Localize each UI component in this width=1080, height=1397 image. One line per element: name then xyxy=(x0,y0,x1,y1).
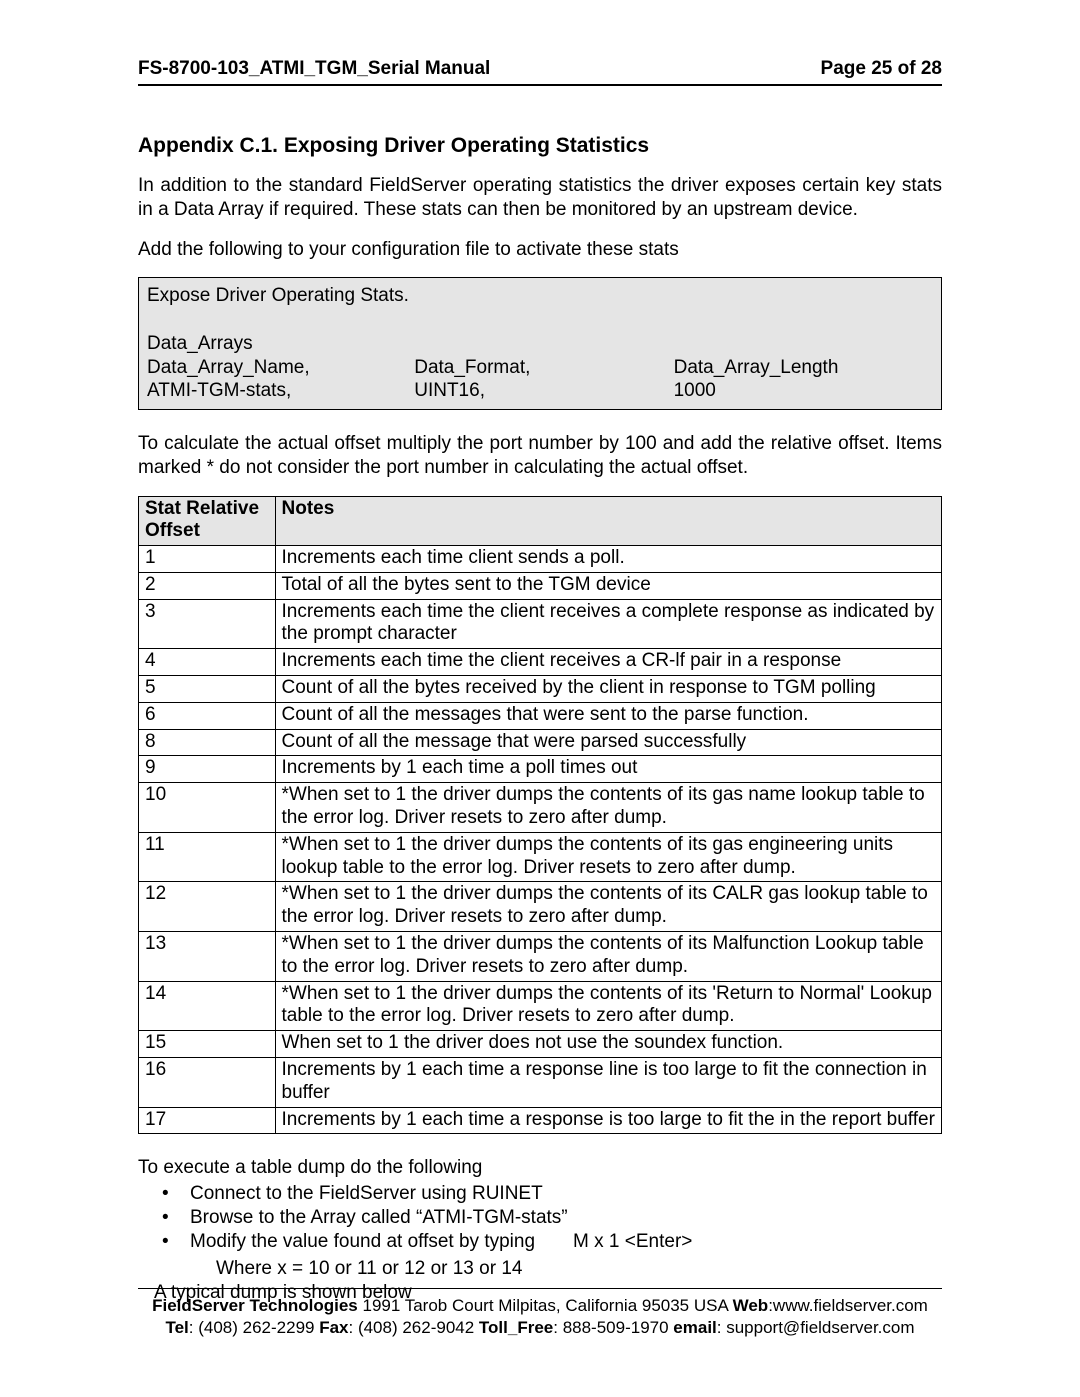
section-heading: Appendix C.1. Exposing Driver Operating … xyxy=(138,134,942,158)
footer-toll-label: Toll_Free xyxy=(479,1318,553,1337)
stats-header-offset: Stat Relative Offset xyxy=(139,496,276,546)
stats-header-notes: Notes xyxy=(275,496,942,546)
table-row: 4Increments each time the client receive… xyxy=(139,649,942,676)
config-box: Expose Driver Operating Stats. Data_Arra… xyxy=(138,277,942,410)
footer-email-label: email xyxy=(673,1318,716,1337)
stat-note: *When set to 1 the driver dumps the cont… xyxy=(275,832,942,882)
table-row: 2Total of all the bytes sent to the TGM … xyxy=(139,572,942,599)
bullet-modify: Modify the value found at offset by typi… xyxy=(164,1230,942,1254)
stat-offset: 10 xyxy=(139,783,276,833)
stat-note: Increments by 1 each time a response lin… xyxy=(275,1058,942,1108)
footer-tel-label: Tel xyxy=(165,1318,188,1337)
table-row: 6Count of all the messages that were sen… xyxy=(139,702,942,729)
page-footer: FieldServer Technologies 1991 Tarob Cour… xyxy=(138,1295,942,1339)
table-row: 11*When set to 1 the driver dumps the co… xyxy=(139,832,942,882)
stat-offset: 1 xyxy=(139,546,276,573)
stat-offset: 12 xyxy=(139,882,276,932)
where-clause: Where x = 10 or 11 or 12 or 13 or 14 xyxy=(138,1257,942,1281)
stat-offset: 8 xyxy=(139,729,276,756)
stat-offset: 13 xyxy=(139,932,276,982)
table-row: 9Increments by 1 each time a poll times … xyxy=(139,756,942,783)
bullet-browse: Browse to the Array called “ATMI-TGM-sta… xyxy=(164,1206,942,1230)
table-row: 12*When set to 1 the driver dumps the co… xyxy=(139,882,942,932)
table-row: 16Increments by 1 each time a response l… xyxy=(139,1058,942,1108)
offset-intro: To calculate the actual offset multiply … xyxy=(138,432,942,480)
footer-web-value: :www.fieldserver.com xyxy=(768,1296,928,1315)
stat-offset: 6 xyxy=(139,702,276,729)
stat-offset: 14 xyxy=(139,981,276,1031)
execute-intro: To execute a table dump do the following xyxy=(138,1156,942,1180)
config-section: Data_Arrays xyxy=(147,332,933,356)
execute-bullets: Connect to the FieldServer using RUINET … xyxy=(138,1182,942,1253)
stat-note: Increments each time client sends a poll… xyxy=(275,546,942,573)
footer-company: FieldServer Technologies xyxy=(152,1296,358,1315)
stat-note: Increments each time the client receives… xyxy=(275,599,942,649)
stat-offset: 2 xyxy=(139,572,276,599)
config-header-format: Data_Format, xyxy=(414,356,673,380)
footer-email-value: : support@fieldserver.com xyxy=(717,1318,915,1337)
stat-offset: 11 xyxy=(139,832,276,882)
footer-tel-value: : (408) 262-2299 xyxy=(189,1318,319,1337)
stat-note: Count of all the messages that were sent… xyxy=(275,702,942,729)
table-row: 15When set to 1 the driver does not use … xyxy=(139,1031,942,1058)
footer-fax-label: Fax xyxy=(319,1318,348,1337)
table-row: 17Increments by 1 each time a response i… xyxy=(139,1107,942,1134)
stat-note: Count of all the message that were parse… xyxy=(275,729,942,756)
config-title: Expose Driver Operating Stats. xyxy=(147,284,933,308)
doc-title: FS-8700-103_ATMI_TGM_Serial Manual xyxy=(138,58,490,80)
table-row: 13*When set to 1 the driver dumps the co… xyxy=(139,932,942,982)
stat-offset: 9 xyxy=(139,756,276,783)
stat-note: Increments each time the client receives… xyxy=(275,649,942,676)
stat-offset: 5 xyxy=(139,676,276,703)
stat-note: Increments by 1 each time a response is … xyxy=(275,1107,942,1134)
config-value-name: ATMI-TGM-stats, xyxy=(147,379,414,403)
table-row: 1Increments each time client sends a pol… xyxy=(139,546,942,573)
table-row: 14*When set to 1 the driver dumps the co… xyxy=(139,981,942,1031)
stat-note: Count of all the bytes received by the c… xyxy=(275,676,942,703)
page-number: Page 25 of 28 xyxy=(821,58,942,80)
add-config-line: Add the following to your configuration … xyxy=(138,238,942,262)
footer-web-label: Web xyxy=(733,1296,769,1315)
footer-fax-value: : (408) 262-9042 xyxy=(349,1318,479,1337)
stat-note: *When set to 1 the driver dumps the cont… xyxy=(275,783,942,833)
stat-offset: 4 xyxy=(139,649,276,676)
intro-paragraph: In addition to the standard FieldServer … xyxy=(138,174,942,222)
footer-address: 1991 Tarob Court Milpitas, California 95… xyxy=(358,1296,733,1315)
footer-toll-value: : 888-509-1970 xyxy=(553,1318,673,1337)
table-row: 3Increments each time the client receive… xyxy=(139,599,942,649)
config-value-length: 1000 xyxy=(674,379,933,403)
config-header-name: Data_Array_Name, xyxy=(147,356,414,380)
stat-note: When set to 1 the driver does not use th… xyxy=(275,1031,942,1058)
bullet-connect: Connect to the FieldServer using RUINET xyxy=(164,1182,942,1206)
table-row: 8Count of all the message that were pars… xyxy=(139,729,942,756)
stat-offset: 15 xyxy=(139,1031,276,1058)
stat-note: *When set to 1 the driver dumps the cont… xyxy=(275,981,942,1031)
stat-note: Total of all the bytes sent to the TGM d… xyxy=(275,572,942,599)
stat-note: Increments by 1 each time a poll times o… xyxy=(275,756,942,783)
table-row: 5Count of all the bytes received by the … xyxy=(139,676,942,703)
stat-offset: 3 xyxy=(139,599,276,649)
stat-offset: 17 xyxy=(139,1107,276,1134)
config-value-format: UINT16, xyxy=(414,379,673,403)
stats-table: Stat Relative Offset Notes 1Increments e… xyxy=(138,496,942,1135)
config-header-length: Data_Array_Length xyxy=(674,356,933,380)
stat-note: *When set to 1 the driver dumps the cont… xyxy=(275,932,942,982)
stat-note: *When set to 1 the driver dumps the cont… xyxy=(275,882,942,932)
table-row: 10*When set to 1 the driver dumps the co… xyxy=(139,783,942,833)
stat-offset: 16 xyxy=(139,1058,276,1108)
